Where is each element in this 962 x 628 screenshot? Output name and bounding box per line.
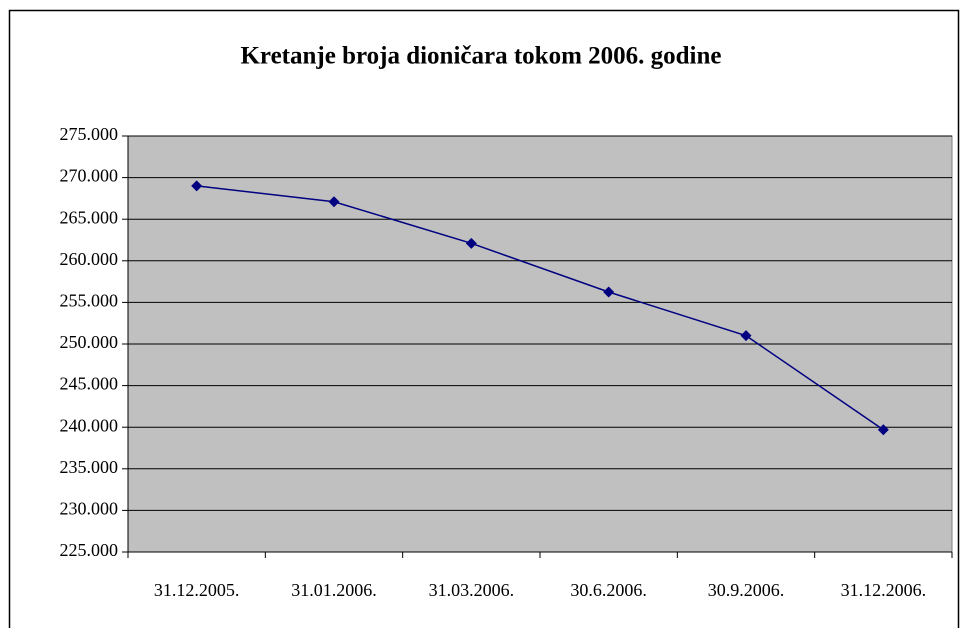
- chart-title: Kretanje broja dioničara tokom 2006. god…: [240, 43, 721, 70]
- y-tick-label: 245.000: [60, 374, 119, 394]
- y-tick-label: 270.000: [60, 166, 119, 186]
- x-tick-label: 30.6.2006.: [570, 580, 647, 600]
- y-tick-label: 260.000: [60, 249, 119, 269]
- y-tick-label: 255.000: [60, 291, 119, 311]
- y-tick-label: 230.000: [60, 499, 119, 519]
- series-line: [196, 185, 884, 431]
- chart-frame: [8, 9, 960, 628]
- x-tick-label: 31.01.2006.: [291, 580, 377, 600]
- y-tick-label: 275.000: [60, 124, 119, 144]
- y-tick-label: 235.000: [60, 457, 119, 477]
- data-point: [877, 424, 889, 436]
- x-tick-label: 31.12.2006.: [841, 580, 927, 600]
- data-point: [191, 180, 203, 192]
- y-tick-label: 265.000: [60, 207, 119, 227]
- data-point: [465, 237, 477, 249]
- y-tick-label: 225.000: [60, 540, 119, 560]
- data-point: [328, 196, 340, 208]
- x-tick-label: 31.03.2006.: [429, 580, 515, 600]
- data-point: [740, 330, 752, 342]
- data-point: [603, 286, 615, 298]
- y-tick-label: 240.000: [60, 415, 119, 435]
- x-tick-label: 30.9.2006.: [708, 580, 785, 600]
- x-tick-label: 31.12.2005.: [154, 580, 240, 600]
- y-tick-label: 250.000: [60, 332, 119, 352]
